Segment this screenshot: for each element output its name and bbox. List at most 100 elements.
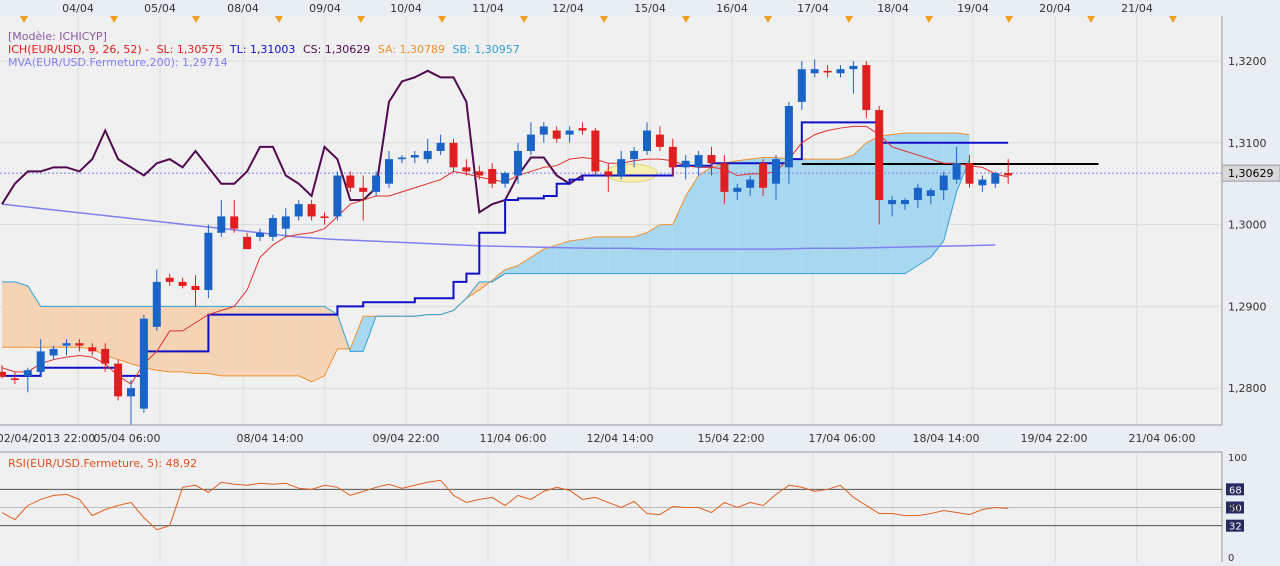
- candle: [488, 163, 497, 188]
- kumo-segment: [905, 132, 918, 274]
- kumo-segment: [801, 159, 815, 274]
- candle: [526, 122, 535, 156]
- rsi-y-tick: 0: [1228, 553, 1234, 562]
- kumo-segment: [505, 265, 518, 274]
- candle: [617, 150, 626, 180]
- kumo-segment: [66, 306, 80, 348]
- candle: [243, 232, 252, 250]
- candle: [256, 228, 264, 241]
- kumo-segment: [234, 306, 248, 376]
- kumo-segment: [221, 306, 235, 376]
- top-date-label: 11/04: [472, 2, 504, 15]
- bottom-date-label: 11/04 06:00: [480, 432, 547, 445]
- kumo-segment: [827, 159, 841, 274]
- candle: [268, 214, 277, 241]
- candle-body: [475, 171, 484, 176]
- kumo-segment: [40, 306, 54, 348]
- candle: [139, 314, 148, 413]
- candle-body: [191, 285, 200, 291]
- candle-body: [526, 134, 535, 151]
- candle: [746, 175, 755, 196]
- candle: [978, 175, 987, 192]
- candle: [475, 165, 484, 180]
- rsi-level-text: 68: [1229, 485, 1242, 496]
- rsi-line: [1, 479, 1009, 531]
- kumo-segment: [79, 306, 93, 349]
- candle: [694, 150, 703, 176]
- kumo-segment: [14, 281, 28, 348]
- candle: [565, 126, 574, 143]
- top-date-label: 18/04: [877, 2, 909, 15]
- candle-body: [604, 171, 613, 176]
- candle: [836, 65, 845, 78]
- candle-body: [268, 218, 277, 237]
- candle: [772, 155, 780, 201]
- candle-body: [810, 69, 819, 74]
- candle: [165, 273, 174, 286]
- candle: [888, 195, 897, 217]
- candle-body: [797, 69, 806, 102]
- kumo-segment: [814, 159, 828, 274]
- senkou-span-b: [2, 158, 970, 352]
- candle-body: [643, 130, 651, 151]
- kumo-segment: [943, 132, 957, 241]
- session-marker: [925, 16, 933, 23]
- top-date-label: 10/04: [390, 2, 422, 15]
- candle-body: [410, 155, 419, 158]
- candle-body: [784, 105, 793, 168]
- kumo-segment: [853, 142, 867, 274]
- kumo-segment: [595, 236, 609, 274]
- rsi-level-text: 32: [1229, 522, 1242, 533]
- mva-line: [1, 203, 996, 250]
- candle: [204, 224, 213, 299]
- top-date-label: 20/04: [1039, 2, 1071, 15]
- candle-body: [965, 163, 974, 184]
- bottom-date-label: 21/04 06:00: [1129, 432, 1196, 445]
- candle-body: [397, 157, 406, 160]
- kumo-segment: [105, 306, 119, 360]
- candle-body: [488, 168, 497, 184]
- rsi-legend: RSI(EUR/USD.Fermeture, 5): 48,92: [8, 457, 198, 470]
- candle-body: [230, 216, 239, 229]
- top-date-label: 09/04: [309, 2, 341, 15]
- candle-body: [23, 370, 32, 376]
- kumo-segment: [737, 159, 751, 274]
- candle-body: [165, 277, 174, 282]
- candle: [191, 275, 200, 307]
- cs-value: CS: 1,30629: [302, 43, 371, 56]
- kijun-sen: [2, 121, 1009, 377]
- candle: [926, 187, 935, 205]
- bottom-date-label: 18/04 14:00: [913, 432, 980, 445]
- candle-body: [991, 173, 1000, 184]
- candle-body: [320, 216, 329, 219]
- candle-body: [668, 146, 677, 168]
- candle-body: [926, 190, 935, 196]
- candle-body: [823, 70, 832, 73]
- candle: [281, 208, 290, 237]
- session-marker: [275, 16, 283, 23]
- kumo-segment: [569, 239, 583, 274]
- candle: [152, 269, 161, 331]
- kumo-segment: [556, 240, 570, 274]
- kumo-segment: [634, 232, 647, 274]
- kumo-segment: [672, 195, 686, 274]
- candle: [88, 343, 97, 356]
- candle-body: [978, 179, 987, 186]
- top-date-label: 17/04: [797, 2, 829, 15]
- top-date-label: 15/04: [634, 2, 666, 15]
- session-marker: [110, 16, 118, 23]
- session-marker: [1087, 16, 1095, 23]
- kumo-segment: [608, 236, 622, 274]
- candle-body: [178, 281, 187, 286]
- kumo-segment: [776, 157, 789, 274]
- candle: [307, 200, 316, 221]
- bottom-date-label: 05/04 06:00: [94, 432, 161, 445]
- rsi-level-tag: [1226, 501, 1244, 514]
- candle-body: [630, 150, 639, 160]
- candle: [23, 367, 32, 393]
- candle-body: [565, 130, 574, 135]
- candle-body: [372, 175, 381, 192]
- candle-body: [217, 216, 226, 233]
- candle-body: [385, 159, 393, 184]
- candle: [436, 134, 445, 156]
